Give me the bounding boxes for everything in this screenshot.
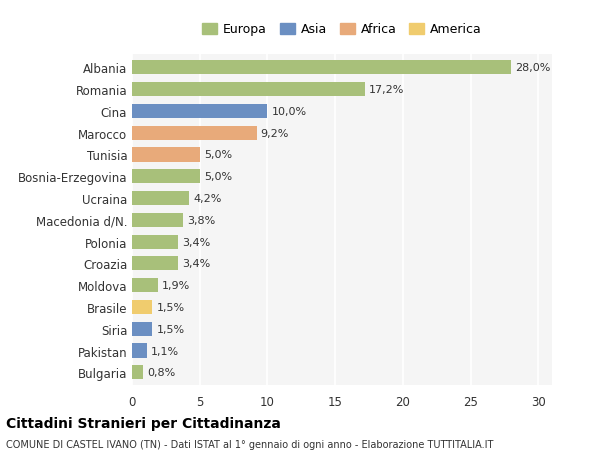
Bar [132, 105, 268, 119]
Bar [132, 191, 189, 206]
Text: 1,9%: 1,9% [162, 280, 190, 291]
Bar [132, 257, 178, 271]
Bar [132, 213, 184, 227]
Bar [132, 170, 200, 184]
Bar [132, 148, 200, 162]
Bar [132, 83, 365, 97]
Bar [132, 344, 147, 358]
Text: 17,2%: 17,2% [369, 85, 404, 95]
Text: 4,2%: 4,2% [193, 194, 221, 204]
Bar [132, 61, 511, 75]
Text: 10,0%: 10,0% [272, 106, 307, 117]
Text: 1,1%: 1,1% [151, 346, 179, 356]
Text: 1,5%: 1,5% [157, 324, 185, 334]
Text: 9,2%: 9,2% [261, 129, 289, 138]
Text: 28,0%: 28,0% [515, 63, 551, 73]
Text: 3,4%: 3,4% [182, 259, 211, 269]
Bar [132, 279, 158, 293]
Text: 5,0%: 5,0% [204, 150, 232, 160]
Text: 3,4%: 3,4% [182, 237, 211, 247]
Text: Cittadini Stranieri per Cittadinanza: Cittadini Stranieri per Cittadinanza [6, 416, 281, 430]
Text: 3,8%: 3,8% [188, 215, 216, 225]
Bar [132, 365, 143, 380]
Text: 5,0%: 5,0% [204, 172, 232, 182]
Text: 1,5%: 1,5% [157, 302, 185, 312]
Text: 0,8%: 0,8% [147, 368, 175, 377]
Bar [132, 126, 257, 140]
Legend: Europa, Asia, Africa, America: Europa, Asia, Africa, America [197, 18, 487, 41]
Bar [132, 300, 152, 314]
Bar [132, 322, 152, 336]
Text: COMUNE DI CASTEL IVANO (TN) - Dati ISTAT al 1° gennaio di ogni anno - Elaborazio: COMUNE DI CASTEL IVANO (TN) - Dati ISTAT… [6, 440, 493, 449]
Bar [132, 235, 178, 249]
